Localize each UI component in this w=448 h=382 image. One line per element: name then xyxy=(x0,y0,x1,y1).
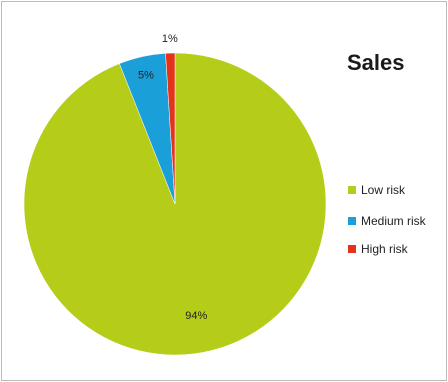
legend-item-medium-risk: Medium risk xyxy=(348,213,426,229)
legend-label-medium-risk: Medium risk xyxy=(361,214,426,228)
data-label-medium-risk: 5% xyxy=(138,69,154,81)
legend-item-low-risk: Low risk xyxy=(348,182,405,198)
data-label-low-risk: 94% xyxy=(185,310,207,322)
legend-swatch-high-risk xyxy=(348,245,356,253)
data-label-high-risk: 1% xyxy=(162,33,178,45)
pie-slice-high-risk xyxy=(165,52,176,205)
legend-item-high-risk: High risk xyxy=(348,241,408,257)
legend-swatch-medium-risk xyxy=(348,217,356,225)
legend-swatch-low-risk xyxy=(348,186,356,194)
legend-label-high-risk: High risk xyxy=(361,242,408,256)
chart-title: Sales xyxy=(347,50,405,75)
legend-label-low-risk: Low risk xyxy=(361,183,406,197)
